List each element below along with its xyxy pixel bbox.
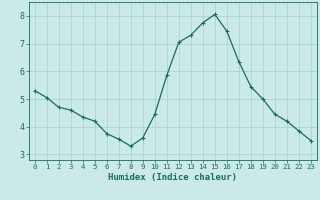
X-axis label: Humidex (Indice chaleur): Humidex (Indice chaleur) (108, 173, 237, 182)
